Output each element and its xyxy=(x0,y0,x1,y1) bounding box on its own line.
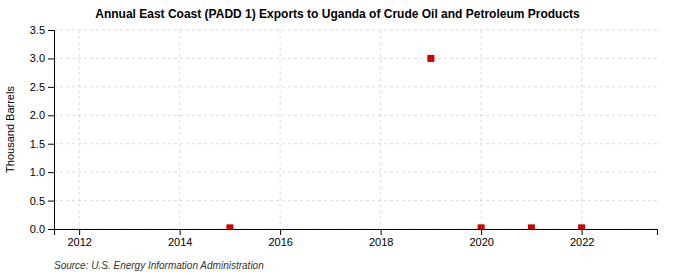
y-axis: 0.0 0.5 1.0 1.5 2.0 2.5 3.0 3.5 xyxy=(30,24,55,235)
y-tick-mark xyxy=(48,30,54,31)
x-tick-label: 2022 xyxy=(570,236,594,248)
grid xyxy=(54,30,657,229)
y-tick-label: 2.0 xyxy=(30,109,45,121)
x-tick: 2014 xyxy=(168,229,192,248)
x-tick-label: 2020 xyxy=(469,236,493,248)
x-grid-line xyxy=(380,30,381,229)
y-tick: 3.0 xyxy=(30,52,54,64)
x-grid-line xyxy=(79,30,80,229)
point xyxy=(226,224,233,229)
y-tick: 1.0 xyxy=(30,166,54,178)
x-tick-label: 2018 xyxy=(369,236,393,248)
y-tick-mark xyxy=(48,115,54,116)
y-tick-mark xyxy=(48,229,54,230)
x-grid-line xyxy=(179,30,180,229)
y-tick-mark xyxy=(48,144,54,145)
x-tick-mark xyxy=(381,229,382,235)
x-tick-mark xyxy=(79,229,80,235)
point xyxy=(528,224,535,229)
x-tick: 2020 xyxy=(469,229,493,248)
y-grid-line xyxy=(54,200,657,201)
y-tick-mark xyxy=(48,201,54,202)
x-grid-line xyxy=(581,30,582,229)
y-tick-label: 3.0 xyxy=(30,52,45,64)
x-tick-mark xyxy=(280,229,281,235)
x-axis-line xyxy=(55,230,658,236)
x-tick-label: 2014 xyxy=(168,236,192,248)
y-tick-label: 1.0 xyxy=(30,166,45,178)
x-tick: 2012 xyxy=(67,229,91,248)
x-tick-mark xyxy=(180,229,181,235)
y-tick-mark xyxy=(48,58,54,59)
y-tick: 0.5 xyxy=(30,195,54,207)
y-tick: 1.5 xyxy=(30,138,54,150)
y-axis-title: Thousand Barrels xyxy=(4,86,16,173)
x-axis: 2012 2014 2016 2018 2020 2022 xyxy=(55,229,658,248)
point xyxy=(427,55,434,62)
point xyxy=(578,224,585,229)
y-tick: 2.5 xyxy=(30,81,54,93)
x-grid-line xyxy=(481,30,482,229)
y-tick: 3.5 xyxy=(30,24,54,36)
x-tick-label: 2012 xyxy=(67,236,91,248)
y-tick: 0.0 xyxy=(30,223,54,235)
x-tick: 2022 xyxy=(570,229,594,248)
y-tick-label: 0.0 xyxy=(30,223,45,235)
y-grid-line xyxy=(54,143,657,144)
y-grid-line xyxy=(54,115,657,116)
y-grid-line xyxy=(54,172,657,173)
x-tick-label: 2016 xyxy=(268,236,292,248)
point xyxy=(478,224,485,229)
x-tick: 2018 xyxy=(369,229,393,248)
y-axis-line xyxy=(48,31,55,230)
source-note: Source: U.S. Energy Information Administ… xyxy=(54,260,264,271)
y-grid-line xyxy=(54,58,657,59)
plot-area: 2012 2014 2016 2018 2020 2022 0.0 0.5 1.0 1.5 2.0 2… xyxy=(30,24,658,248)
y-tick-mark xyxy=(48,87,54,88)
x-tick: 2016 xyxy=(268,229,292,248)
y-tick: 2.0 xyxy=(30,109,54,121)
x-tick-mark xyxy=(481,229,482,235)
chart: 2012 2014 2016 2018 2020 2022 0.0 0.5 1.0 1.5 2.0 2… xyxy=(0,0,675,275)
points xyxy=(226,55,585,229)
y-tick-label: 3.5 xyxy=(30,24,45,36)
y-tick-label: 2.5 xyxy=(30,81,45,93)
y-tick-mark xyxy=(48,172,54,173)
y-grid-line xyxy=(54,30,657,31)
y-grid-line xyxy=(54,86,657,87)
y-tick-label: 0.5 xyxy=(30,195,45,207)
x-grid-line xyxy=(280,30,281,229)
y-tick-label: 1.5 xyxy=(30,138,45,150)
x-tick-mark xyxy=(582,229,583,235)
title: Annual East Coast (PADD 1) Exports to Ug… xyxy=(95,7,580,21)
